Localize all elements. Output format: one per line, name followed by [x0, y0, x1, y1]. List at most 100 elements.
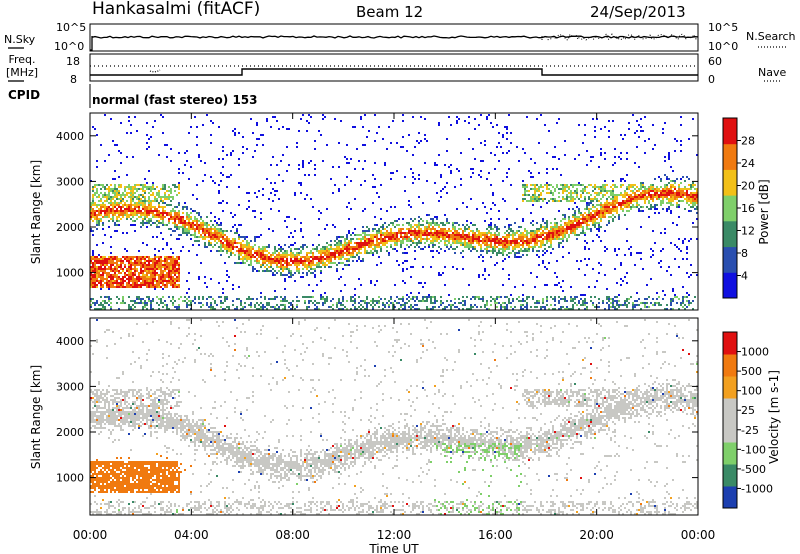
- heatmap-cell: [90, 204, 92, 206]
- heatmap-cell: [526, 302, 528, 304]
- heatmap-cell: [414, 300, 416, 302]
- heatmap-cell: [436, 192, 438, 194]
- heatmap-cell: [300, 258, 302, 260]
- heatmap-cell: [272, 272, 274, 274]
- heatmap-cell: [172, 256, 174, 258]
- heatmap-cell: [230, 152, 232, 154]
- heatmap-cell: [92, 266, 94, 268]
- heatmap-cell: [360, 244, 362, 246]
- heatmap-cell: [570, 190, 572, 192]
- heatmap-cell: [574, 190, 576, 192]
- heatmap-cell: [184, 232, 186, 234]
- heatmap-cell: [222, 210, 224, 212]
- heatmap-cell: [444, 186, 446, 188]
- heatmap-cell: [290, 252, 292, 254]
- heatmap-cell: [94, 284, 96, 286]
- heatmap-cell: [276, 308, 278, 310]
- heatmap-cell: [284, 300, 286, 302]
- heatmap-cell: [140, 256, 142, 258]
- heatmap-cell: [416, 242, 418, 244]
- heatmap-cell: [586, 222, 588, 224]
- heatmap-cell: [140, 270, 142, 272]
- heatmap-cell: [162, 212, 164, 214]
- heatmap-cell: [430, 308, 432, 310]
- heatmap-cell: [338, 246, 340, 248]
- heatmap-cell: [200, 228, 202, 230]
- heatmap-cell: [508, 274, 510, 276]
- heatmap-cell: [470, 242, 472, 244]
- heatmap-cell: [100, 188, 102, 190]
- heatmap-cell: [160, 188, 162, 190]
- heatmap-cell: [160, 212, 162, 214]
- heatmap-cell: [308, 174, 310, 176]
- heatmap-cell: [104, 194, 106, 196]
- heatmap-cell: [506, 296, 508, 298]
- heatmap-cell: [278, 252, 280, 254]
- heatmap-cell: [128, 206, 130, 208]
- heatmap-cell: [350, 180, 352, 182]
- heatmap-cell: [210, 278, 212, 280]
- heatmap-cell: [232, 238, 234, 240]
- heatmap-cell: [602, 196, 604, 198]
- heatmap-cell: [270, 254, 272, 256]
- heatmap-cell: [156, 208, 158, 210]
- heatmap-cell: [478, 124, 480, 126]
- heatmap-cell: [98, 262, 100, 264]
- heatmap-cell: [294, 218, 296, 220]
- heatmap-cell: [278, 308, 280, 310]
- heatmap-cell: [456, 122, 458, 124]
- heatmap-cell: [160, 218, 162, 220]
- heatmap-cell: [478, 276, 480, 278]
- heatmap-cell: [96, 160, 98, 162]
- heatmap-cell: [454, 306, 456, 308]
- heatmap-cell: [286, 146, 288, 148]
- heatmap-cell: [546, 184, 548, 186]
- heatmap-cell: [534, 230, 536, 232]
- heatmap-cell: [256, 138, 258, 140]
- heatmap-cell: [598, 212, 600, 214]
- heatmap-cell: [454, 242, 456, 244]
- heatmap-cell: [120, 264, 122, 266]
- heatmap-cell: [290, 260, 292, 262]
- heatmap-cell: [112, 178, 114, 180]
- heatmap-cell: [424, 238, 426, 240]
- heatmap-cell: [550, 222, 552, 224]
- heatmap-cell: [600, 186, 602, 188]
- heatmap-cell: [322, 160, 324, 162]
- heatmap-cell: [594, 186, 596, 188]
- heatmap-cell: [228, 276, 230, 278]
- heatmap-cell: [170, 270, 172, 272]
- heatmap-cell: [352, 304, 354, 306]
- heatmap-cell: [386, 302, 388, 304]
- heatmap-cell: [602, 206, 604, 208]
- heatmap-cell: [250, 304, 252, 306]
- heatmap-cell: [168, 268, 170, 270]
- heatmap-cell: [214, 240, 216, 242]
- heatmap-cell: [374, 300, 376, 302]
- heatmap-cell: [554, 218, 556, 220]
- heatmap-cell: [174, 218, 176, 220]
- heatmap-cell: [606, 202, 608, 204]
- heatmap-cell: [422, 230, 424, 232]
- heatmap-cell: [156, 224, 158, 226]
- heatmap-cell: [378, 238, 380, 240]
- heatmap-cell: [526, 304, 528, 306]
- heatmap-cell: [172, 266, 174, 268]
- heatmap-cell: [528, 242, 530, 244]
- heatmap-cell: [294, 258, 296, 260]
- heatmap-cell: [536, 236, 538, 238]
- heatmap-cell: [304, 302, 306, 304]
- heatmap-cell: [326, 144, 328, 146]
- heatmap-cell: [560, 226, 562, 228]
- heatmap-cell: [532, 238, 534, 240]
- heatmap-cell: [140, 212, 142, 214]
- heatmap-cell: [512, 240, 514, 242]
- heatmap-cell: [222, 242, 224, 244]
- heatmap-cell: [128, 184, 130, 186]
- heatmap-cell: [476, 250, 478, 252]
- heatmap-cell: [270, 266, 272, 268]
- heatmap-cell: [98, 260, 100, 262]
- heatmap-cell: [578, 184, 580, 186]
- heatmap-cell: [484, 232, 486, 234]
- heatmap-cell: [108, 194, 110, 196]
